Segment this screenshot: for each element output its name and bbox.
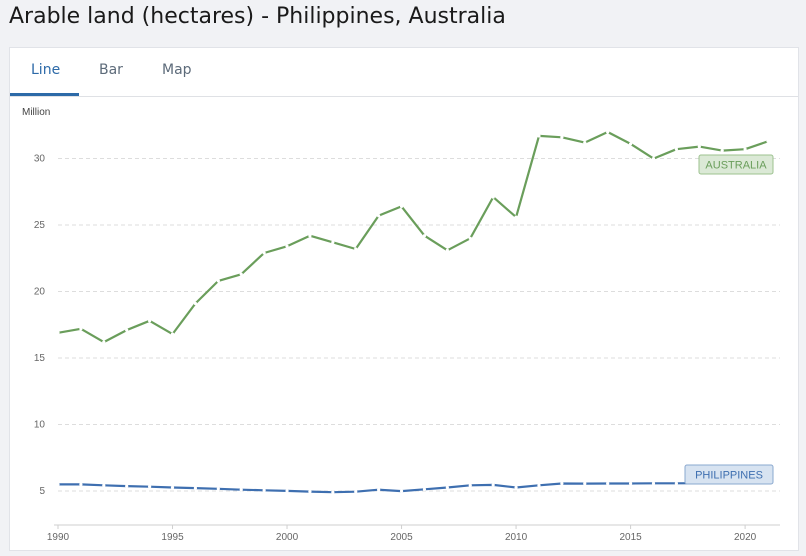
line-chart: Million 5 10 15 20 25 30 1990 1995 2000 2005 2010 20…	[22, 107, 780, 543]
data-point-philippines	[170, 485, 175, 490]
data-point-philippines	[331, 490, 335, 494]
data-point-philippines	[674, 481, 678, 485]
data-point-philippines	[262, 488, 266, 492]
data-point-philippines	[79, 482, 83, 486]
y-tick-label: 10	[34, 420, 46, 431]
data-point-australia	[514, 215, 518, 219]
active-tab-indicator	[10, 93, 79, 96]
data-point-australia	[216, 279, 220, 283]
data-point-australia	[193, 301, 198, 306]
data-point-australia	[354, 247, 358, 251]
series-label-box-philippines	[684, 464, 774, 485]
series-line-australia	[57, 130, 769, 344]
data-point-australia	[239, 272, 243, 276]
data-point-philippines	[560, 481, 564, 486]
data-point-australia	[766, 139, 770, 143]
data-point-australia	[377, 214, 381, 218]
y-tick-label: 30	[34, 154, 46, 165]
data-point-philippines	[399, 489, 404, 493]
data-point-philippines	[308, 489, 312, 494]
data-point-australia	[79, 327, 83, 331]
data-point-philippines	[651, 481, 656, 485]
data-point-philippines	[445, 485, 449, 490]
data-point-australia	[606, 130, 610, 134]
x-tick-label: 2020	[734, 532, 757, 543]
data-point-australia	[560, 135, 564, 139]
data-point-philippines	[583, 482, 587, 486]
y-axis-label: Million	[22, 107, 50, 118]
data-point-australia	[399, 204, 404, 209]
data-point-australia	[422, 234, 427, 238]
x-tick-label: 1990	[47, 532, 70, 543]
series-line-philippines	[58, 482, 768, 494]
data-point-australia	[651, 156, 656, 161]
data-point-australia	[468, 236, 472, 240]
data-point-australia	[697, 144, 701, 149]
data-point-australia	[56, 331, 60, 335]
chart-card: Line Bar Map Million 5 10 15 20 25 30 1990 1995 2…	[9, 47, 799, 551]
tab-bar: Line Bar Map	[10, 48, 798, 97]
data-point-philippines	[216, 487, 220, 491]
data-point-philippines	[514, 485, 518, 490]
data-point-australia	[674, 147, 678, 151]
data-point-australia	[262, 251, 266, 255]
data-point-philippines	[468, 483, 472, 487]
data-point-philippines	[491, 483, 495, 487]
tab-map[interactable]: Map	[162, 62, 192, 78]
data-point-philippines	[377, 488, 381, 492]
data-point-philippines	[56, 482, 60, 486]
data-point-philippines	[606, 481, 610, 486]
data-point-australia	[308, 234, 312, 238]
data-point-australia	[102, 340, 106, 344]
y-tick-label: 15	[34, 353, 46, 364]
data-point-australia	[170, 332, 175, 336]
data-point-australia	[537, 134, 541, 138]
data-point-philippines	[239, 488, 243, 492]
tab-bar-chart[interactable]: Bar	[99, 62, 123, 78]
data-point-philippines	[125, 484, 129, 488]
tab-line[interactable]: Line	[31, 62, 61, 78]
data-point-australia	[445, 248, 449, 252]
data-point-philippines	[537, 483, 541, 487]
data-point-philippines	[102, 483, 106, 487]
data-point-australia	[125, 328, 129, 332]
x-tick-label: 1995	[161, 532, 184, 543]
data-point-australia	[583, 140, 587, 145]
data-point-philippines	[148, 485, 152, 489]
y-tick-label: 20	[34, 287, 46, 298]
data-point-philippines	[354, 490, 358, 494]
series-label-box-australia	[698, 154, 774, 175]
data-point-australia	[720, 148, 724, 153]
data-point-australia	[628, 142, 633, 146]
x-tick-label: 2000	[276, 532, 299, 543]
series-label-australia: AUSTRALIA	[705, 160, 767, 172]
data-point-philippines	[628, 481, 633, 486]
data-point-philippines	[285, 489, 289, 493]
data-point-australia	[743, 147, 747, 151]
data-point-australia	[491, 195, 495, 199]
data-point-philippines	[193, 486, 198, 490]
y-tick-label: 25	[34, 220, 46, 231]
y-tick-label: 5	[39, 486, 45, 497]
data-point-australia	[331, 240, 335, 244]
x-tick-label: 2015	[619, 532, 642, 543]
x-tick-label: 2010	[505, 532, 528, 543]
data-point-philippines	[422, 487, 427, 491]
page-title: Arable land (hectares) - Philippines, Au…	[9, 4, 506, 29]
series-label-philippines: PHILIPPINES	[695, 470, 763, 482]
data-point-australia	[148, 319, 152, 323]
data-point-australia	[285, 244, 289, 248]
x-tick-label: 2005	[390, 532, 413, 543]
